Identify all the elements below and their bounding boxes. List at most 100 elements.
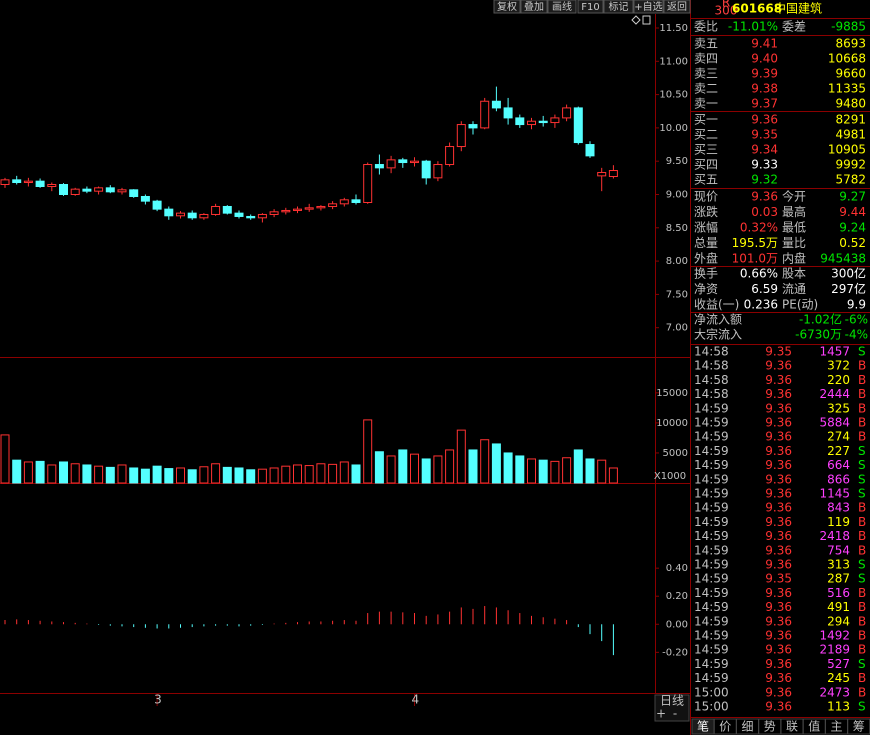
- y-tick-label: 9.00: [666, 189, 688, 200]
- volume-bar: [222, 466, 232, 484]
- volume-bar: [585, 458, 595, 484]
- label: 委差: [782, 20, 806, 34]
- trade-volume: 119: [827, 515, 850, 529]
- trade-volume: 2473: [819, 685, 850, 699]
- candle-body: [293, 208, 302, 211]
- tab-label[interactable]: 联: [786, 720, 798, 734]
- period-box[interactable]: [654, 694, 690, 722]
- toolbar-label[interactable]: +自选: [634, 0, 662, 13]
- book-volume: 10668: [828, 52, 866, 66]
- flow-pct: -4%: [845, 328, 868, 342]
- candle-body: [573, 107, 583, 144]
- candle-body: [339, 199, 349, 205]
- volume-bar: [597, 459, 607, 484]
- value: -11.01%: [728, 20, 778, 34]
- trade-volume: 245: [827, 671, 850, 685]
- tab-label[interactable]: 笔: [697, 719, 709, 734]
- trade-time: 14:59: [694, 416, 729, 430]
- trade-price: 9.36: [765, 444, 792, 458]
- tab-label[interactable]: 价: [719, 720, 731, 734]
- stat-value: 9.36: [751, 190, 778, 204]
- volume-bar: [573, 449, 583, 484]
- trade-side: B: [858, 387, 866, 401]
- book-label: 买一: [694, 113, 718, 127]
- stat-label: 收益(一): [694, 298, 739, 312]
- stat-value: 0.32%: [740, 221, 778, 235]
- volume-bar: [35, 460, 45, 484]
- flow-label: 净流入额: [694, 313, 742, 327]
- trade-time: 14:59: [694, 600, 729, 614]
- candle-body: [398, 159, 408, 164]
- toolbar-button[interactable]: [547, 0, 577, 14]
- y-tick-label: 8.50: [666, 223, 688, 234]
- toolbar-button[interactable]: [520, 0, 548, 14]
- volume-bar: [70, 463, 80, 484]
- trade-side: B: [858, 359, 866, 373]
- toolbar-label[interactable]: 画线: [552, 0, 572, 13]
- stat-value: 0.66%: [740, 267, 778, 281]
- toolbar-button[interactable]: [493, 0, 521, 14]
- window-icon[interactable]: [642, 15, 651, 25]
- trade-volume: 220: [827, 373, 850, 387]
- tab-label[interactable]: 筹: [853, 720, 865, 734]
- toolbar-button[interactable]: [633, 0, 664, 14]
- tab-label[interactable]: 势: [764, 720, 776, 734]
- stat-label: 换手: [694, 267, 718, 281]
- trade-volume: 227: [827, 444, 850, 458]
- volume-bar: [433, 455, 443, 484]
- diamond-icon[interactable]: [631, 15, 641, 25]
- tab-label[interactable]: 细: [741, 720, 753, 734]
- period-label[interactable]: 日线: [660, 694, 684, 708]
- toolbar-label[interactable]: F10: [581, 2, 599, 13]
- trade-volume: 325: [827, 401, 850, 415]
- candle-body: [562, 107, 572, 119]
- tab-label[interactable]: 主: [830, 720, 842, 734]
- toolbar-button[interactable]: [663, 0, 691, 14]
- zoom-button[interactable]: +: [656, 707, 666, 721]
- trade-volume: 5884: [819, 416, 850, 430]
- trade-price: 9.36: [765, 671, 792, 685]
- toolbar-label[interactable]: 复权: [497, 0, 517, 13]
- stock-code: 601668: [732, 2, 782, 16]
- stat-value: 9.44: [839, 205, 866, 219]
- trade-side: B: [858, 643, 866, 657]
- trade-volume: 372: [827, 359, 850, 373]
- candle-body: [410, 160, 419, 164]
- trade-price: 9.36: [765, 401, 792, 415]
- toolbar-label[interactable]: 叠加: [524, 1, 544, 13]
- candle-body: [222, 205, 232, 214]
- volume-bar: [480, 439, 490, 484]
- toolbar-label[interactable]: 返回: [667, 1, 687, 13]
- trade-time: 14:58: [694, 359, 729, 373]
- stat-label: 涨幅: [694, 220, 718, 235]
- volume-bar: [293, 464, 302, 484]
- trade-side: B: [858, 515, 866, 529]
- toolbar-button[interactable]: [577, 0, 604, 14]
- volume-bar: [164, 468, 174, 484]
- candle-body: [59, 184, 68, 195]
- tab-label[interactable]: 值: [808, 719, 820, 734]
- candle-body: [117, 189, 127, 193]
- book-label: 买二: [694, 128, 718, 142]
- stat-label: 今开: [782, 189, 806, 204]
- toolbar-button[interactable]: [603, 0, 634, 14]
- volume-bar: [246, 469, 256, 484]
- volume-bar: [515, 455, 525, 484]
- toolbar-label[interactable]: 标记: [609, 1, 629, 13]
- volume-bar: [374, 451, 384, 484]
- volume-bar: [47, 464, 57, 484]
- candle-body: [23, 180, 33, 184]
- candle-body: [269, 211, 279, 215]
- candle-body: [456, 124, 466, 148]
- stat-label: 内盘: [782, 251, 806, 266]
- zoom-button[interactable]: -: [673, 707, 677, 721]
- volume-bar: [234, 467, 244, 484]
- trade-price: 9.36: [765, 387, 792, 401]
- volume-bar: [152, 465, 162, 484]
- stock-name: 中国建筑: [774, 1, 822, 16]
- candle-body: [480, 100, 490, 129]
- trade-time: 14:59: [694, 543, 729, 557]
- book-price: 9.36: [751, 113, 778, 127]
- book-price: 9.32: [751, 173, 778, 187]
